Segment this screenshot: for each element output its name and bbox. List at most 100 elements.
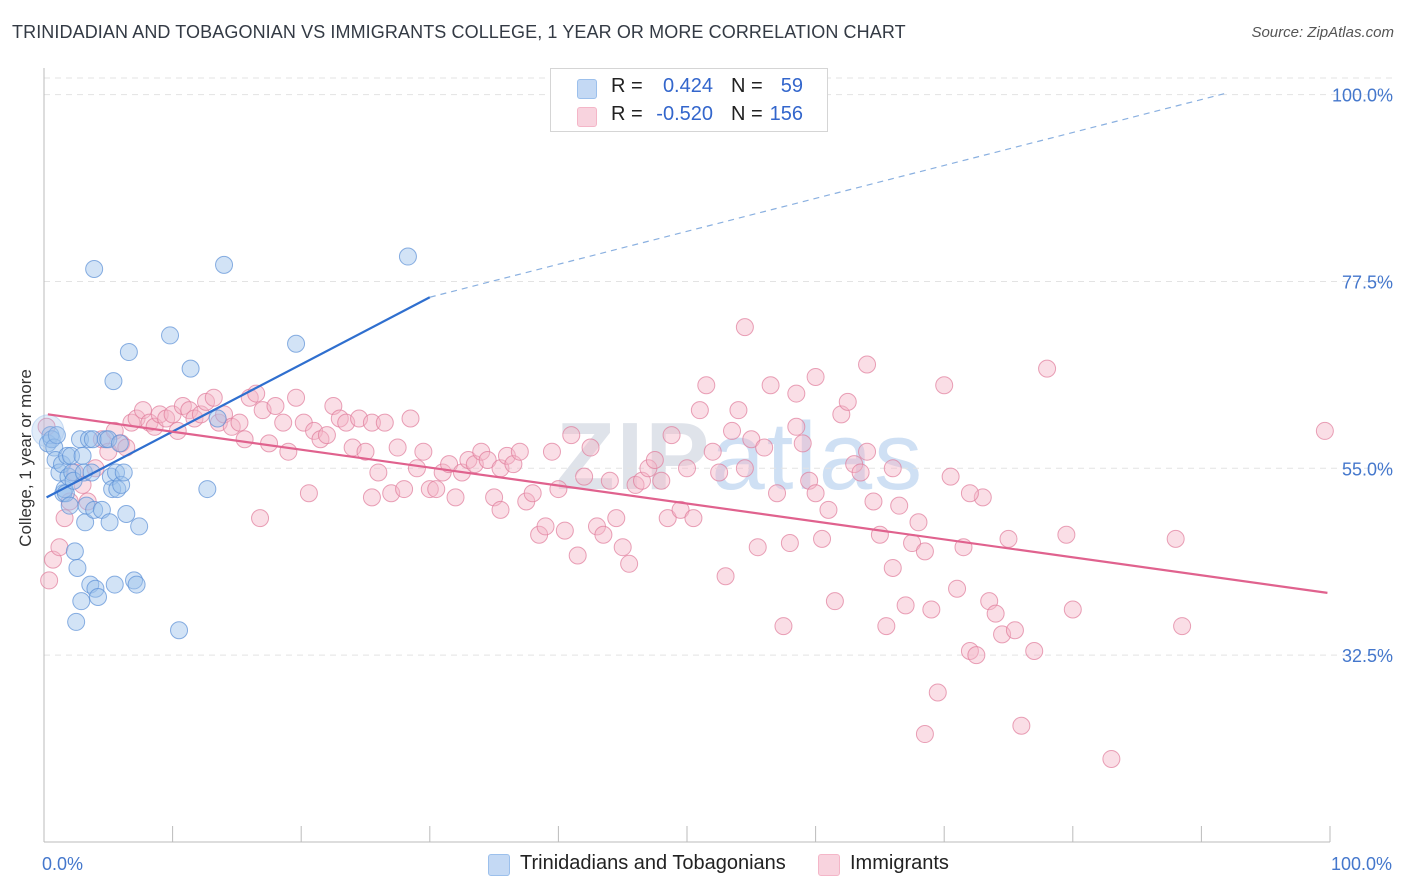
- data-point-immigrants: [806, 484, 825, 503]
- data-point-immigrants: [555, 521, 574, 540]
- data-point-trinidadians: [83, 430, 102, 449]
- data-point-immigrants: [362, 488, 381, 507]
- legend-row-immigrants: R = -0.520 N = 156: [551, 101, 827, 129]
- data-point-trinidadians: [60, 496, 79, 515]
- data-point-immigrants: [1102, 749, 1121, 768]
- data-point-immigrants: [562, 426, 581, 445]
- data-point-immigrants: [935, 376, 954, 395]
- legend-r-value: 0.424: [662, 75, 713, 97]
- data-point-immigrants: [819, 500, 838, 519]
- data-point-immigrants: [851, 463, 870, 482]
- data-point-immigrants: [761, 376, 780, 395]
- data-point-trinidadians: [398, 247, 417, 266]
- series-immigrants: [37, 318, 1334, 768]
- data-point-immigrants: [510, 442, 529, 461]
- data-point-immigrants: [568, 546, 587, 565]
- data-point-immigrants: [697, 376, 716, 395]
- data-point-immigrants: [317, 426, 336, 445]
- watermark-atlas: atlas: [711, 403, 925, 510]
- data-point-trinidadians: [119, 343, 138, 362]
- data-point-immigrants: [362, 413, 381, 432]
- data-point-immigrants: [230, 413, 249, 432]
- gridlines: [44, 77, 1394, 656]
- data-point-immigrants: [613, 538, 632, 557]
- data-point-immigrants: [716, 567, 735, 586]
- watermark-zip: ZIP: [556, 403, 712, 510]
- data-point-trinidadians: [105, 575, 124, 594]
- data-point-immigrants: [652, 471, 671, 490]
- data-point-immigrants: [858, 442, 877, 461]
- source-label: Source: ZipAtlas.com: [1251, 24, 1394, 41]
- data-point-immigrants: [774, 617, 793, 636]
- data-point-immigrants: [710, 463, 729, 482]
- data-point-immigrants: [967, 646, 986, 665]
- y-tick-label: 32.5%: [1342, 646, 1393, 666]
- data-point-immigrants: [251, 509, 270, 528]
- data-point-trinidadians: [100, 513, 119, 532]
- legend-n-label: N =: [731, 75, 763, 97]
- data-point-immigrants: [780, 534, 799, 553]
- data-point-immigrants: [999, 529, 1018, 548]
- data-point-immigrants: [858, 355, 877, 374]
- trend-lines: [46, 92, 1328, 594]
- data-point-immigrants: [356, 442, 375, 461]
- data-point-immigrants: [427, 480, 446, 499]
- data-point-immigrants: [806, 367, 825, 386]
- data-point-immigrants: [274, 413, 293, 432]
- data-point-immigrants: [813, 529, 832, 548]
- trend-line-immigrants: [47, 413, 1328, 594]
- data-point-immigrants: [678, 459, 696, 478]
- data-point-immigrants: [690, 401, 709, 420]
- data-point-immigrants: [645, 451, 664, 469]
- data-point-immigrants: [787, 384, 806, 403]
- data-point-immigrants: [883, 558, 902, 577]
- legend-n-label: N =: [731, 103, 763, 125]
- data-point-immigrants: [235, 430, 254, 449]
- data-point-trinidadians: [72, 592, 91, 611]
- data-point-immigrants: [299, 484, 318, 503]
- data-point-trinidadians: [65, 542, 84, 561]
- data-point-trinidadians: [170, 621, 189, 640]
- data-point-immigrants: [723, 421, 742, 440]
- data-point-immigrants: [742, 430, 761, 449]
- data-point-immigrants: [658, 509, 677, 528]
- data-point-immigrants: [50, 538, 69, 557]
- data-point-trinidadians: [104, 372, 123, 391]
- data-point-immigrants: [986, 604, 1005, 623]
- data-point-immigrants: [446, 488, 465, 507]
- data-point-immigrants: [1005, 621, 1024, 640]
- data-point-immigrants: [414, 442, 433, 461]
- data-point-immigrants: [407, 459, 426, 478]
- data-point-immigrants: [671, 500, 690, 519]
- data-point-immigrants: [287, 388, 306, 407]
- legend-row-trinidadians: R = 0.424 N = 59: [551, 73, 827, 101]
- legend-swatch-trinidadians: [577, 79, 597, 99]
- data-point-immigrants: [877, 617, 896, 636]
- data-point-immigrants: [1025, 642, 1044, 660]
- data-point-trinidadians: [198, 480, 217, 499]
- data-point-immigrants: [941, 467, 960, 486]
- data-point-trinidadians: [31, 414, 65, 448]
- data-point-immigrants: [729, 401, 748, 420]
- data-point-immigrants: [478, 451, 497, 469]
- trend-line-trinidadians: [46, 296, 431, 499]
- legend-r-label: R =: [611, 75, 643, 97]
- trend-line-trinidadians-extension: [429, 92, 1228, 298]
- data-point-immigrants: [375, 413, 394, 432]
- data-point-immigrants: [420, 480, 439, 499]
- data-point-trinidadians: [85, 500, 104, 519]
- data-point-trinidadians: [99, 430, 118, 449]
- data-point-immigrants: [581, 438, 600, 457]
- data-point-immigrants: [928, 683, 947, 702]
- data-point-immigrants: [755, 438, 774, 457]
- data-point-immigrants: [542, 442, 561, 461]
- data-point-immigrants: [915, 542, 934, 561]
- correlation-legend: R = 0.424 N = 59 R = -0.520 N = 156: [550, 68, 828, 132]
- data-point-immigrants: [388, 438, 407, 457]
- watermark: ZIPatlas: [556, 402, 924, 512]
- y-tick-label: 77.5%: [1342, 272, 1393, 292]
- data-point-trinidadians: [208, 409, 227, 428]
- legend-swatch-immigrants: [818, 854, 840, 876]
- data-point-immigrants: [922, 600, 941, 619]
- data-point-immigrants: [1315, 421, 1334, 440]
